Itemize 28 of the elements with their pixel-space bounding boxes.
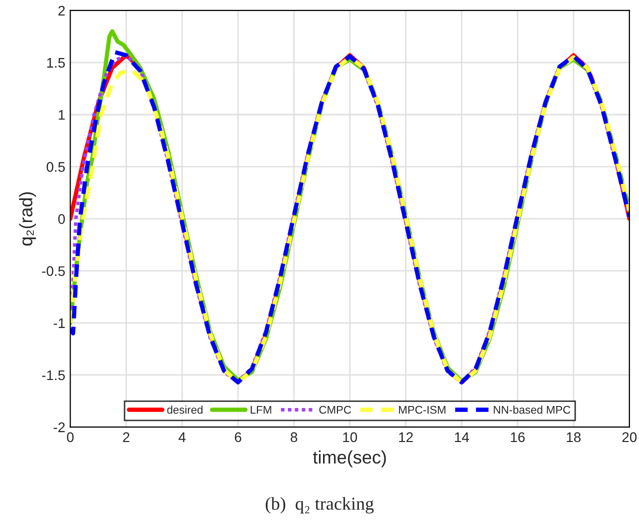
y-axis-title: q₂(rad) [19, 192, 36, 246]
x-tick-label: 18 [566, 432, 581, 442]
y-tick-label: -2 [54, 422, 65, 432]
x-tick-label: 6 [234, 432, 242, 442]
legend-label: desired [167, 406, 202, 414]
legend-label: LFM [250, 406, 272, 414]
x-tick-label: 20 [622, 432, 637, 442]
y-tick-label: -0.5 [42, 266, 65, 276]
x-tick-label: 0 [66, 432, 74, 442]
x-tick-label: 12 [399, 432, 413, 442]
y-tick-label: 1 [58, 110, 65, 120]
y-tick-label: 0.5 [46, 162, 65, 172]
x-tick-label: 8 [290, 432, 298, 442]
y-tick-label: -1 [54, 318, 65, 328]
y-tick-label: 0 [58, 214, 65, 224]
legend-label: MPC-ISM [399, 406, 446, 414]
x-axis-title: time(sec) [313, 450, 386, 468]
text: (b) q₂ tracking [266, 497, 374, 514]
y-tick-label: 2 [58, 6, 65, 16]
x-tick-label: 4 [178, 432, 186, 442]
x-tick-label: 2 [123, 432, 130, 442]
x-tick-label: 10 [343, 432, 358, 442]
x-tick-label: 16 [510, 432, 525, 442]
x-tick-label: 14 [455, 432, 469, 442]
y-tick-label: -1.5 [42, 370, 65, 380]
legend-label: CMPC [319, 406, 352, 414]
y-tick-label: 1.5 [47, 58, 65, 68]
legend-label: NN-based MPC [494, 406, 570, 414]
